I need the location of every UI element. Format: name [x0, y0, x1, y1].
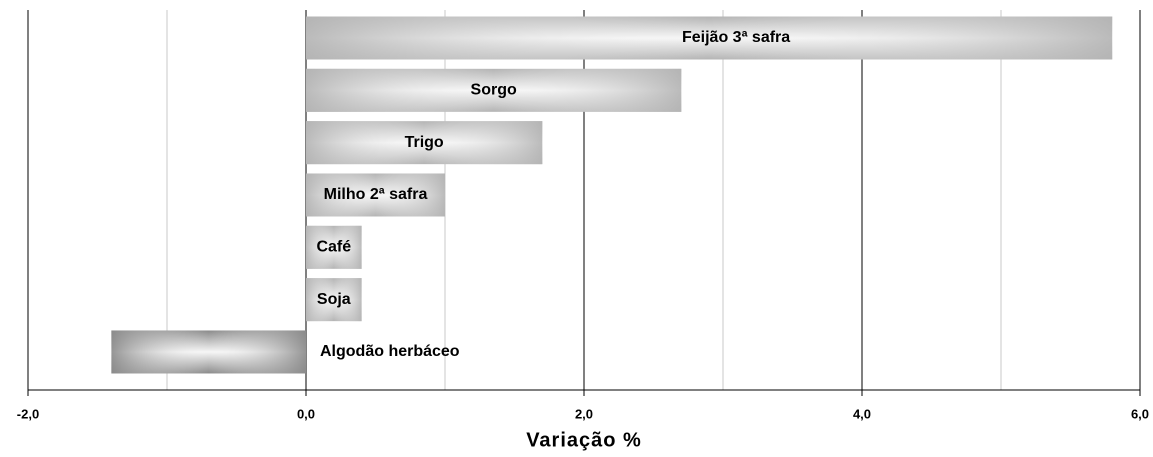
bar-label: Trigo: [405, 134, 444, 151]
x-tick-label: 4,0: [853, 406, 871, 421]
bar-label: Soja: [317, 291, 351, 308]
x-tick-label: 2,0: [575, 406, 593, 421]
bar-shade: [306, 121, 543, 165]
bar-shade: [306, 225, 362, 269]
bar-label: Feijão 3ª safra: [682, 29, 790, 46]
bar-label: Algodão herbáceo: [320, 343, 460, 360]
x-axis-title: Variação %: [526, 429, 642, 451]
bar-shade: [306, 278, 362, 322]
bar-shade: [306, 68, 682, 112]
bar-label: Milho 2ª safra: [324, 186, 428, 203]
bar-shade: [111, 330, 307, 374]
x-tick-label: 6,0: [1131, 406, 1149, 421]
bar-shade: [306, 16, 1113, 60]
bar-shade: [306, 173, 445, 217]
x-tick-label: -2,0: [17, 406, 39, 421]
bar-label: Café: [316, 239, 351, 256]
x-tick-label: 0,0: [297, 406, 315, 421]
bar-label: Sorgo: [471, 82, 517, 99]
